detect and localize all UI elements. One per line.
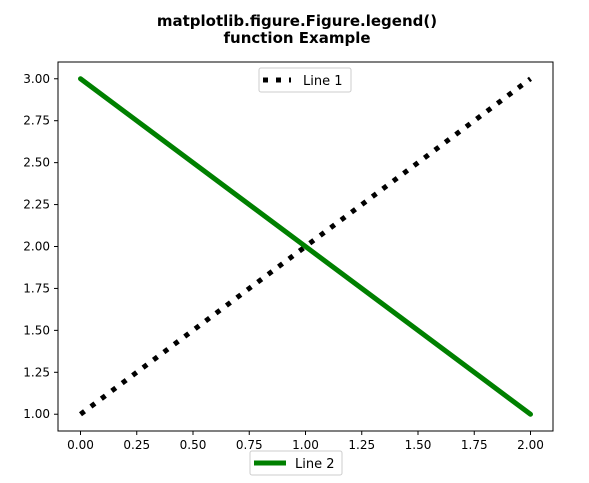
y-tick-label: 2.25 xyxy=(23,198,50,212)
series-line-1 xyxy=(79,76,532,417)
x-axis: 0.00 0.25 0.50 0.75 1.00 1.25 1.50 1.75 2.00 xyxy=(67,431,544,452)
y-tick-label: 1.50 xyxy=(23,323,50,337)
legend-line-2-label: Line 2 xyxy=(295,457,335,472)
y-tick-label: 2.75 xyxy=(23,114,50,128)
chart-title-line-1: matplotlib.figure.Figure.legend() xyxy=(157,12,437,30)
y-tick-label: 2.00 xyxy=(23,240,50,254)
y-tick-label: 1.00 xyxy=(23,407,50,421)
y-axis: 1.00 1.25 1.50 1.75 2.00 2.25 2.50 2.75 3.00 xyxy=(23,72,58,421)
y-tick-label: 1.25 xyxy=(23,365,50,379)
x-tick-label: 0.00 xyxy=(67,438,94,452)
x-tick-label: 0.75 xyxy=(236,438,263,452)
x-tick-label: 1.00 xyxy=(292,438,319,452)
y-tick-label: 1.75 xyxy=(23,281,50,295)
legend-line-1-label: Line 1 xyxy=(303,74,343,89)
x-tick-label: 1.25 xyxy=(348,438,375,452)
legend-upper-box xyxy=(258,67,352,93)
y-tick-label: 3.00 xyxy=(23,72,50,86)
chart-title-line-2: function Example xyxy=(223,29,370,47)
series-line-2 xyxy=(78,76,533,417)
legend-upper: Line 1 xyxy=(258,67,352,93)
x-tick-label: 2.00 xyxy=(517,438,544,452)
x-tick-label: 0.50 xyxy=(180,438,207,452)
x-tick-label: 1.50 xyxy=(405,438,432,452)
x-tick-label: 0.25 xyxy=(123,438,150,452)
legend-lower-box xyxy=(249,450,343,476)
legend-lower: Line 2 xyxy=(249,450,343,476)
series-layer xyxy=(78,76,533,417)
y-tick-label: 2.50 xyxy=(23,156,50,170)
x-tick-label: 1.75 xyxy=(461,438,488,452)
